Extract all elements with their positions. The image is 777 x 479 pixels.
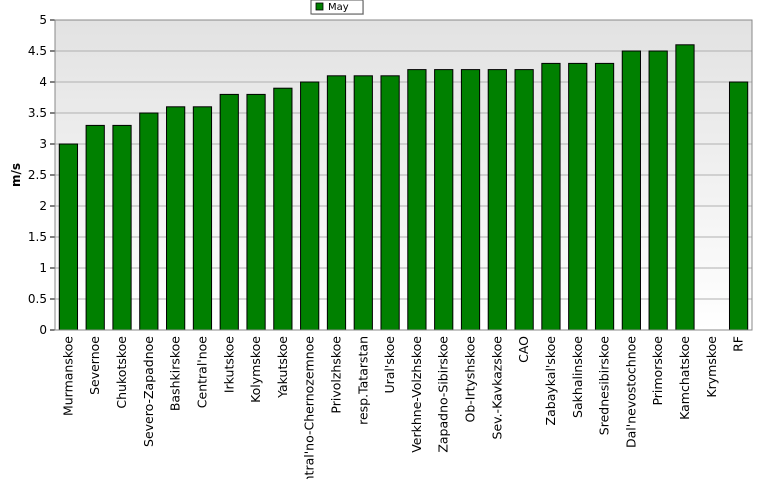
bar [192, 106, 213, 331]
bar [353, 75, 373, 331]
category-label: Irkutskoe [221, 336, 236, 393]
bar [300, 81, 320, 331]
category-label: Yakutskoe [275, 336, 290, 399]
y-tick-labels: 0 0.5 1 1.5 2 2.5 3 3.5 4 4.5 5 [28, 13, 55, 337]
bar [166, 106, 186, 331]
category-label: resp.Tatarstan [355, 336, 370, 425]
y-tick-label: 0 [39, 323, 47, 337]
category-label: Severnoe [87, 336, 102, 395]
legend: May [310, 0, 364, 15]
category-label: Bashkirskoe [168, 336, 183, 411]
category-label: Severo-Zapadnoe [141, 336, 156, 447]
bar [728, 81, 749, 331]
y-tick-label: 3 [39, 137, 47, 151]
y-tick-label: 3.5 [28, 106, 47, 120]
bar [112, 124, 132, 331]
category-label: Ob-Irtyshskoe [463, 336, 478, 423]
category-label: Zapadno-Sibirskoe [436, 336, 451, 453]
category-label: CAO [516, 336, 531, 363]
category-label: Sakhalinskoe [570, 336, 585, 418]
bar [219, 93, 239, 331]
category-labels: Murmanskoe Severnoe Chukotskoe Severo-Zapad… [60, 336, 745, 479]
category-label: Ural'skoe [382, 336, 397, 394]
bar [514, 69, 534, 331]
bar [648, 50, 668, 331]
bar [487, 69, 507, 331]
bar [621, 50, 641, 331]
bar [434, 69, 454, 331]
category-label: Dal'nevostochnoe [623, 336, 638, 448]
bar [246, 93, 266, 331]
y-tick-label: 2 [39, 199, 47, 213]
category-label: Central'noe [194, 336, 209, 409]
y-tick-label: 1 [39, 261, 47, 275]
bar [326, 75, 347, 331]
category-label: Central'no-Chernozemnoe [302, 336, 317, 479]
y-tick-label: 0.5 [28, 292, 47, 306]
y-tick-label: 4.5 [28, 44, 47, 58]
bar [58, 143, 79, 331]
y-axis-label: m/s [9, 163, 23, 187]
category-label: Zabaykal'skoe [543, 336, 558, 426]
bar [460, 69, 481, 331]
category-label: Privolzhskoe [328, 336, 343, 414]
category-label: RF [731, 336, 746, 352]
bar [541, 62, 561, 331]
bar [568, 62, 588, 331]
legend-swatch [315, 2, 324, 11]
bar [85, 124, 105, 331]
y-tick-label: 2.5 [28, 168, 47, 182]
legend-label: May [328, 2, 349, 13]
y-tick-label: 1.5 [28, 230, 47, 244]
bar [675, 44, 695, 331]
category-label: Verkhne-Volzhskoe [409, 336, 424, 453]
category-label: Chukotskoe [114, 336, 129, 409]
category-label: Kamchatskoe [677, 336, 692, 420]
category-label: Kolymskoe [248, 336, 263, 403]
bar [407, 69, 427, 331]
plot-border [54, 19, 753, 331]
bar [594, 62, 615, 331]
y-tick-label: 4 [39, 75, 47, 89]
bar [380, 75, 400, 331]
y-tick-label: 5 [39, 13, 47, 27]
bar [273, 87, 293, 331]
category-label: Sev.-Kavkazskoe [489, 336, 504, 440]
bar [139, 112, 159, 331]
category-label: Krymskoe [704, 336, 719, 398]
bars [58, 44, 749, 331]
category-label: Murmanskoe [60, 336, 75, 416]
category-label: Primorskoe [650, 336, 665, 406]
category-label: Srednesibirskoe [597, 336, 612, 436]
